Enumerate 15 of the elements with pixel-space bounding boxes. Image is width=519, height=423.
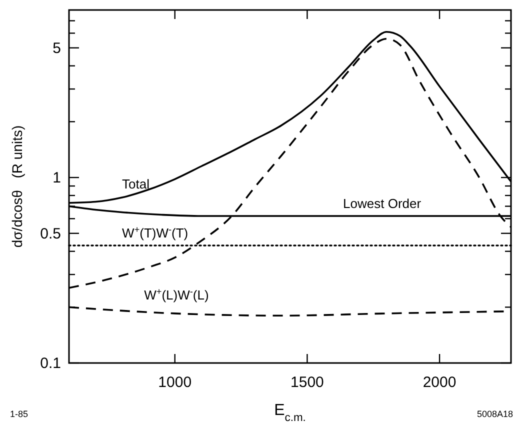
series-label: Lowest Order [343,196,422,212]
x-tick-label: 1500 [290,374,324,391]
x-tick-label: 1000 [158,374,192,391]
text: 1-85 [10,409,28,419]
series-label: Total [122,176,150,192]
x-tick-label: 2000 [422,374,456,391]
y-tick-label: 5 [52,40,61,57]
text: 5008A18 [476,409,513,419]
y-tick-label: 1 [52,170,61,187]
y-tick-label: 0.1 [40,355,61,372]
series-label: W$^{+}$(L)W$^{-}$(L) [144,286,209,303]
y-tick-label: 0.5 [40,225,61,242]
y-axis-title: dσ/dcosθ (R units) [9,125,25,248]
series-label: W$^{+}$(T)W$^{-}$(T) [122,224,188,240]
x-axis-title: E$_{c.m.}$ [274,402,306,423]
